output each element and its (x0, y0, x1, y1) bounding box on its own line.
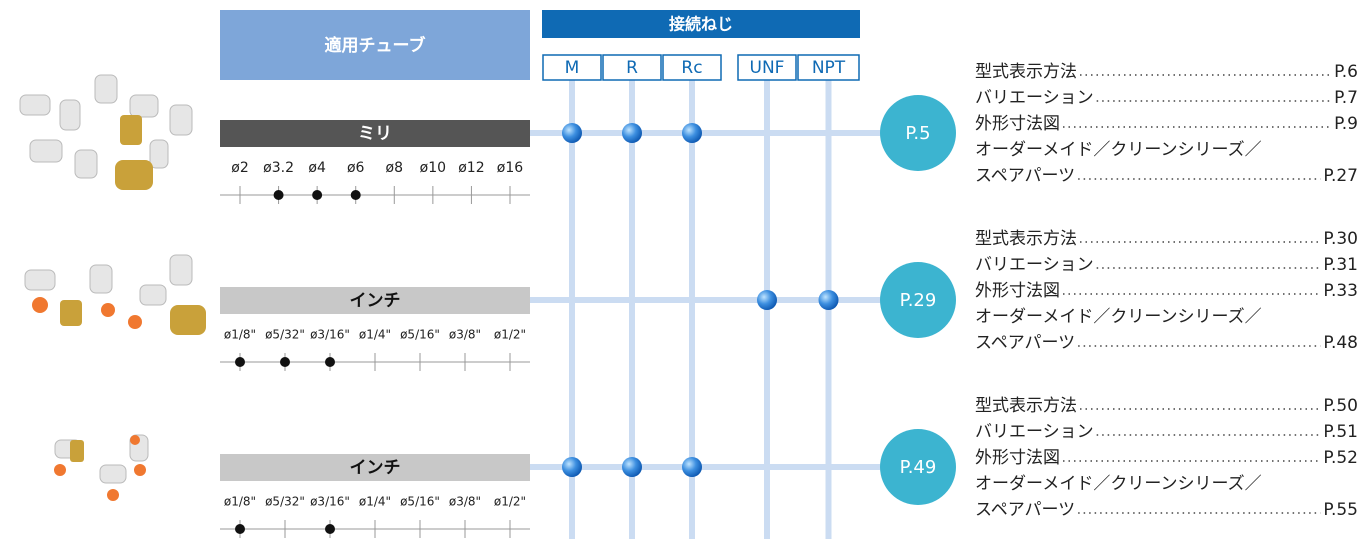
index-page: P.7 (1334, 88, 1358, 108)
index-label: 型式表示方法 (975, 396, 1077, 416)
thread-title: 接続ねじ (669, 15, 733, 34)
page-badge (880, 262, 956, 338)
size-label: ø1/8" (224, 328, 256, 342)
size-label: ø10 (420, 160, 446, 176)
size-dot (312, 190, 323, 200)
index-page: P.52 (1323, 448, 1358, 468)
size-dot (235, 357, 245, 367)
index-label: 型式表示方法 (975, 229, 1077, 249)
size-label: ø12 (458, 160, 484, 176)
tube-header (220, 10, 530, 80)
index-page: P.31 (1323, 255, 1358, 275)
thread-label: R (626, 58, 638, 78)
thread-box (797, 54, 860, 81)
index-label: 外形寸法図 (975, 281, 1060, 301)
index-label: 外形寸法図 (975, 448, 1060, 468)
thread-dot (622, 123, 642, 143)
row-bar (220, 287, 530, 314)
size-label: ø16 (497, 160, 523, 176)
index-page: P.51 (1323, 422, 1358, 442)
row-label: ミリ (358, 124, 392, 144)
index-page: P.55 (1323, 500, 1358, 520)
size-dot (280, 357, 290, 367)
thread-label: UNF (750, 58, 785, 78)
page-label: P.5 (905, 123, 930, 144)
index-page: P.30 (1323, 229, 1358, 249)
thread-dot (818, 290, 839, 310)
row-label: インチ (350, 291, 401, 311)
thread-dot (682, 123, 702, 143)
thread-dot (757, 290, 777, 310)
index-label: オーダーメイド／クリーンシリーズ／ (975, 140, 1262, 160)
size-label: ø3/8" (449, 495, 481, 509)
index-label: スペアパーツ (975, 166, 1075, 186)
index-label: バリエーション (975, 88, 1094, 108)
index-page: P.48 (1323, 333, 1358, 353)
index-label: バリエーション (975, 422, 1094, 442)
size-label: ø8 (386, 160, 403, 176)
thread-label: M (565, 58, 580, 78)
size-label: ø1/4" (359, 495, 391, 509)
size-label: ø1/4" (359, 328, 391, 342)
index-page: P.27 (1323, 166, 1358, 186)
size-dot (273, 190, 284, 200)
index-label: スペアパーツ (975, 333, 1075, 353)
index-label: 外形寸法図 (975, 114, 1060, 134)
tube-title: 適用チューブ (325, 35, 426, 56)
size-label: ø1/8" (224, 495, 256, 509)
thread-label: NPT (812, 58, 846, 78)
index-page: P.33 (1323, 281, 1358, 301)
index-page: P.6 (1334, 62, 1358, 82)
thread-header (542, 10, 860, 38)
index-label: オーダーメイド／クリーンシリーズ／ (975, 474, 1262, 494)
page-label: P.29 (900, 290, 937, 311)
size-dot (350, 190, 361, 200)
thread-box (662, 54, 722, 81)
size-label: ø5/32" (265, 328, 305, 342)
thread-label: Rc (681, 58, 702, 78)
size-label: ø5/32" (265, 495, 305, 509)
size-label: ø3/8" (449, 328, 481, 342)
size-label: ø3/16" (310, 328, 350, 342)
size-label: ø1/2" (494, 495, 526, 509)
thread-dot (682, 457, 702, 477)
size-dot (325, 524, 335, 534)
thread-box (542, 54, 602, 81)
size-dot (235, 524, 245, 534)
row-bar (220, 120, 530, 147)
product-photos (19, 74, 206, 501)
index-page: P.9 (1334, 114, 1358, 134)
size-label: ø6 (347, 160, 365, 176)
index-page: P.50 (1323, 396, 1358, 416)
size-label: ø5/16" (400, 495, 440, 509)
thread-box (737, 54, 797, 81)
size-label: ø1/2" (494, 328, 526, 342)
index-label: 型式表示方法 (975, 62, 1077, 82)
size-dot (325, 357, 335, 367)
row-label: インチ (350, 458, 401, 478)
row-bar (220, 454, 530, 481)
index-label: オーダーメイド／クリーンシリーズ／ (975, 307, 1262, 327)
index-label: バリエーション (975, 255, 1094, 275)
page-badge (880, 429, 956, 505)
size-label: ø2 (231, 160, 248, 176)
page-badge (880, 95, 956, 171)
page-label: P.49 (900, 457, 937, 478)
thread-dot (622, 457, 642, 477)
index-label: スペアパーツ (975, 500, 1075, 520)
thread-dot (562, 457, 582, 477)
size-label: ø4 (308, 160, 326, 176)
size-label: ø3/16" (310, 495, 350, 509)
size-label: ø3.2 (263, 160, 294, 176)
size-label: ø5/16" (400, 328, 440, 342)
thread-dot (562, 123, 582, 143)
thread-box (602, 54, 662, 81)
